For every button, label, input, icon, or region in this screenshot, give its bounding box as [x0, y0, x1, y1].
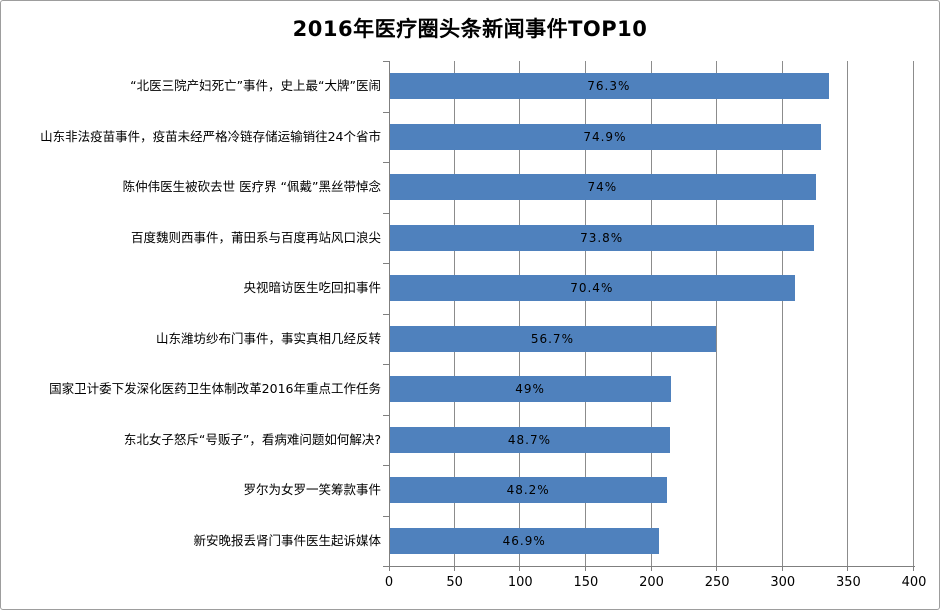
category-label-5: 央视暗访医生吃回扣事件 — [243, 280, 381, 296]
y-axis-tick — [383, 465, 389, 466]
bar-5: 70.4% — [389, 275, 795, 302]
bar-data-label: 56.7% — [530, 331, 574, 346]
y-axis-tick — [383, 61, 389, 62]
bar-data-label: 70.4% — [570, 281, 614, 296]
x-axis-tick-label: 200 — [639, 575, 664, 590]
x-axis-tick — [453, 566, 455, 571]
bar-data-label: 76.3% — [587, 79, 631, 94]
x-axis-tick — [847, 566, 849, 571]
bar-data-label: 46.9% — [502, 533, 546, 548]
category-label-6: 山东潍坊纱布门事件，事实真相几经反转 — [155, 330, 381, 346]
plot-area: 76.3% 74.9% 74% 73.8% 70.4% 56.7% 49% 48.7% 48.2… — [389, 61, 914, 566]
bar-6: 56.7% — [389, 325, 716, 352]
x-axis-tick-label: 50 — [446, 575, 463, 590]
y-axis-tick — [383, 516, 389, 517]
y-axis-tick — [383, 112, 389, 113]
gridline-x-100 — [519, 61, 521, 566]
bar-data-label: 73.8% — [580, 230, 624, 245]
bar-9: 48.2% — [389, 477, 668, 504]
category-label-7: 国家卫计委下发深化医药卫生体制改革2016年重点工作任务 — [49, 381, 381, 397]
bar-data-label: 49% — [515, 382, 545, 397]
bar-4: 73.8% — [389, 224, 815, 251]
x-axis-tick-label: 0 — [384, 575, 394, 590]
bar-3: 74% — [389, 174, 816, 201]
bar-data-label: 48.7% — [507, 432, 551, 447]
bar-data-label: 74% — [587, 180, 618, 195]
x-axis-line — [389, 566, 915, 567]
bar-data-label: 74.9% — [583, 129, 627, 144]
x-axis-tick — [781, 566, 783, 571]
x-axis-tick — [584, 566, 586, 571]
bar-1: 76.3% — [389, 73, 829, 100]
bar-10: 46.9% — [389, 527, 660, 554]
y-axis-tick — [383, 415, 389, 416]
x-axis-tick-label: 350 — [835, 575, 861, 590]
gridline-x-300 — [781, 61, 783, 566]
x-axis-tick — [716, 566, 718, 571]
bar-8: 48.7% — [389, 426, 670, 453]
bar-data-label: 48.2% — [506, 483, 550, 498]
y-axis-line — [389, 61, 390, 567]
x-axis-tick — [650, 566, 652, 571]
gridline-x-150 — [584, 61, 586, 566]
x-axis-tick — [519, 566, 521, 571]
y-axis-tick — [383, 213, 389, 214]
gridline-x-250 — [716, 61, 718, 566]
gridline-x-200 — [650, 61, 652, 566]
x-axis-tick — [913, 566, 914, 571]
y-axis-tick — [383, 263, 389, 264]
y-axis-tick — [383, 162, 389, 163]
x-axis-tick — [389, 566, 390, 571]
bar-7: 49% — [389, 376, 672, 403]
y-axis-tick — [383, 314, 389, 315]
category-label-9: 罗尔为女罗一笑筹款事件 — [243, 482, 381, 498]
category-label-4: 百度魏则西事件，莆田系与百度再站风口浪尖 — [130, 229, 381, 245]
x-axis-tick-label: 400 — [901, 575, 927, 590]
bar-2: 74.9% — [389, 123, 821, 150]
x-axis-tick-label: 100 — [507, 575, 533, 590]
category-label-1: “北医三院产妇死亡”事件，史上最“大牌”医闹 — [130, 78, 381, 94]
y-axis-tick — [383, 566, 389, 567]
x-axis-tick-label: 250 — [704, 575, 730, 590]
y-axis-tick — [383, 364, 389, 365]
gridline-x-400 — [913, 61, 914, 566]
chart-title: 2016年医疗圈头条新闻事件TOP10 — [292, 17, 648, 41]
category-label-2: 山东非法疫苗事件，疫苗未经严格冷链存储运输销往24个省市 — [40, 128, 381, 144]
x-axis-tick-label: 300 — [770, 575, 796, 590]
category-label-8: 东北女子怒斥“号贩子”，看病难问题如何解决? — [123, 431, 381, 447]
gridline-x-50 — [453, 61, 455, 566]
category-label-10: 新安晚报丢肾门事件医生起诉媒体 — [193, 532, 381, 548]
gridline-x-350 — [847, 61, 849, 566]
category-label-3: 陈仲伟医生被砍去世 医疗界 “佩戴”黑丝带悼念 — [122, 179, 381, 195]
x-axis-tick-label: 150 — [573, 575, 599, 590]
